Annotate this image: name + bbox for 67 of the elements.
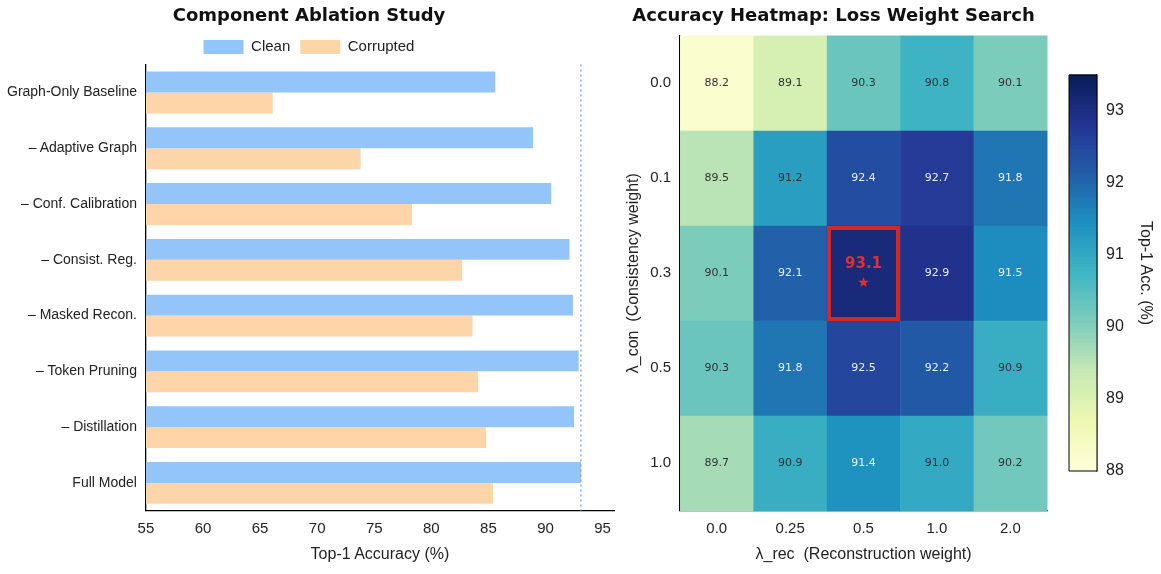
legend-label: Corrupted [347, 37, 415, 55]
annotation: ★ [857, 273, 870, 290]
data-label: 90.9 [777, 456, 803, 470]
data-label: 89.1 [777, 75, 803, 89]
y-tick-label: – Masked Recon. [28, 306, 137, 323]
chart-title: Accuracy Heatmap: Loss Weight Search [632, 4, 1035, 26]
data-label: 88.2 [704, 75, 729, 89]
x-axis-title: λ_rec (Reconstruction weight) [755, 544, 972, 563]
data-label: 90.2 [998, 456, 1023, 470]
y-tick-label: – Adaptive Graph [28, 139, 137, 156]
color-bar-label: 88 [1106, 461, 1124, 479]
data-label: 91.0 [924, 456, 950, 470]
color-bar-label: 90 [1106, 317, 1124, 335]
legend-label: Clean [251, 37, 291, 55]
data-label: 91.4 [851, 456, 876, 470]
x-tick-label: 95 [594, 518, 611, 536]
x-tick-label: 65 [251, 518, 269, 536]
x-tick-label: 60 [194, 518, 212, 536]
color-bar-title: Top-1 Acc. (%) [1137, 220, 1155, 326]
color-bar-label: 92 [1106, 173, 1124, 191]
y-axis-title: λ_con (Consistency weight) [624, 173, 643, 374]
color-bar-label: 89 [1106, 389, 1124, 407]
y-tick-label: 1.0 [650, 453, 672, 471]
y-tick-label: – Conf. Calibration [21, 194, 137, 211]
x-tick-label: 75 [365, 518, 383, 536]
x-tick-label: 55 [137, 518, 155, 536]
y-tick-label: 0.0 [650, 73, 672, 91]
color-bar-label: 91 [1106, 245, 1124, 263]
x-tick-label: 0.0 [706, 518, 728, 536]
data-label: 90.8 [924, 75, 950, 89]
data-label: 90.1 [704, 266, 729, 280]
data-label: 90.3 [704, 361, 729, 375]
data-label: 92.7 [924, 171, 950, 185]
chart-title: Component Ablation Study [172, 4, 446, 26]
data-label: 93.1 [845, 254, 883, 273]
data-label: 89.5 [704, 171, 729, 185]
data-label: 92.2 [924, 361, 950, 375]
x-tick-label: 90 [537, 518, 554, 536]
x-axis-title: Top-1 Accuracy (%) [310, 544, 450, 562]
y-tick-label: 0.3 [650, 263, 672, 281]
y-tick-label: – Distillation [61, 418, 137, 434]
data-label: 92.5 [851, 361, 876, 375]
color-bar-label: 93 [1106, 101, 1124, 119]
data-label: 91.8 [998, 171, 1023, 185]
y-tick-label: 0.5 [650, 358, 672, 376]
data-label: 92.9 [924, 266, 950, 280]
x-tick-label: 80 [423, 518, 440, 536]
data-label: 90.9 [998, 361, 1023, 375]
y-tick-label: 0.1 [650, 168, 672, 186]
data-label: 90.3 [851, 75, 876, 89]
data-label: 89.7 [704, 456, 729, 470]
y-tick-label: Graph-Only Baseline [7, 83, 138, 100]
x-tick-label: 70 [308, 518, 326, 536]
y-tick-label: – Consist. Reg. [41, 250, 137, 267]
x-tick-label: 1.0 [926, 518, 948, 536]
data-label: 90.1 [998, 75, 1023, 89]
data-label: 91.5 [998, 266, 1023, 280]
data-label: 91.2 [777, 171, 803, 185]
x-tick-label: 85 [480, 518, 497, 536]
data-label: 92.4 [851, 171, 876, 185]
data-label: 91.8 [777, 361, 803, 375]
x-tick-label: 2.0 [999, 518, 1021, 536]
y-tick-label: – Token Pruning [36, 362, 137, 379]
y-tick-label: Full Model [72, 473, 137, 490]
data-label: 92.1 [777, 266, 803, 280]
x-tick-label: 0.5 [853, 518, 874, 536]
x-tick-label: 0.25 [775, 518, 805, 536]
